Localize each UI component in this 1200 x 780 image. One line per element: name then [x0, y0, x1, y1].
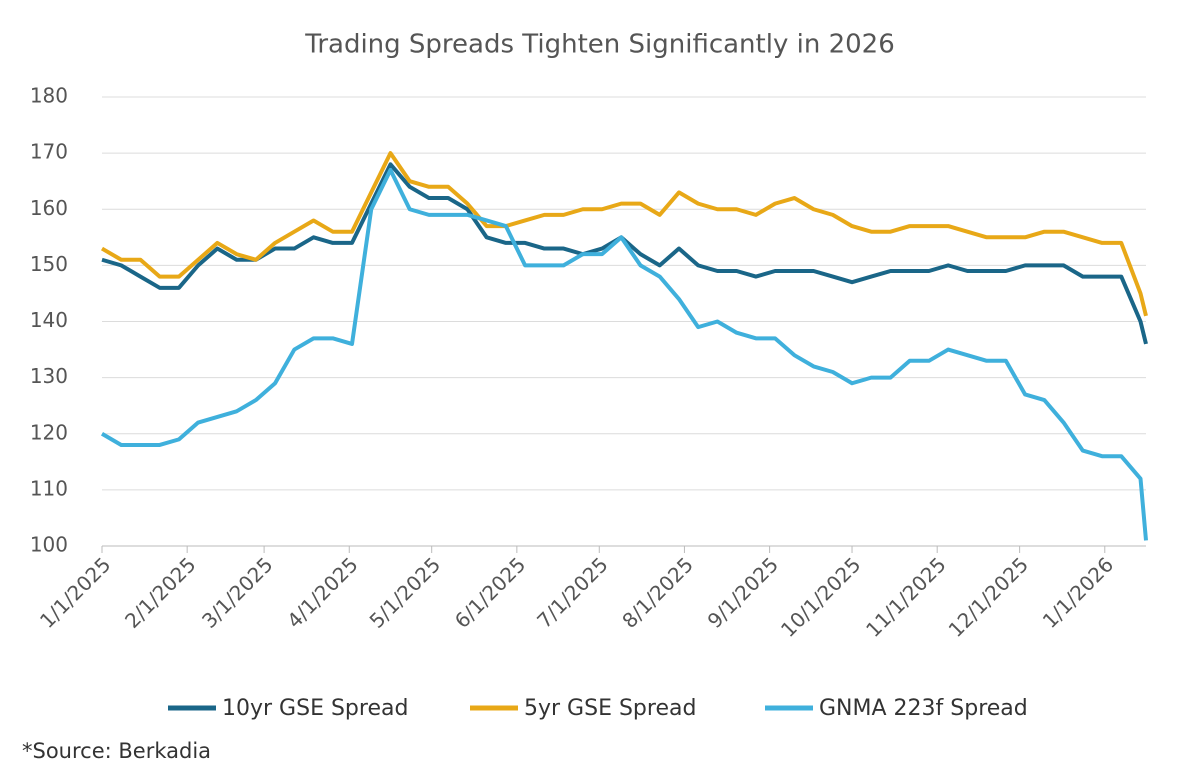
x-tick-label: 2/1/2025: [120, 552, 200, 632]
x-tick-label: 8/1/2025: [617, 552, 697, 632]
y-tick-label: 120: [30, 420, 68, 444]
y-tick-label: 100: [30, 533, 68, 557]
y-tick-label: 160: [30, 196, 68, 220]
x-tick-label: 7/1/2025: [532, 552, 612, 632]
y-tick-label: 140: [30, 308, 68, 332]
line-series: [100, 167, 1148, 541]
legend-label: 10yr GSE Spread: [222, 696, 408, 721]
x-tick-label: 1/1/2026: [1038, 552, 1118, 632]
x-tick-label: 6/1/2025: [450, 552, 530, 632]
x-tick-label: 5/1/2025: [365, 552, 445, 632]
x-tick-label: 4/1/2025: [282, 552, 362, 632]
x-tick-label: 12/1/2025: [944, 552, 1033, 641]
x-tick-label: 11/1/2025: [861, 552, 950, 641]
y-tick-label: 130: [30, 364, 68, 388]
y-tick-label: 110: [30, 476, 68, 500]
x-tick-label: 10/1/2025: [776, 552, 865, 641]
line-series: [101, 162, 1148, 345]
chart-title: Trading Spreads Tighten Significantly in…: [304, 30, 894, 60]
line-series: [100, 151, 1148, 317]
y-tick-label: 150: [30, 252, 68, 276]
x-tick-label: 3/1/2025: [197, 552, 277, 632]
y-tick-label: 180: [30, 84, 68, 108]
source-note: *Source: Berkadia: [22, 739, 211, 763]
legend-label: 5yr GSE Spread: [524, 696, 696, 721]
x-tick-label: 9/1/2025: [703, 552, 783, 632]
x-tick-label: 1/1/2025: [35, 552, 115, 632]
legend-label: GNMA 223f Spread: [819, 696, 1028, 721]
y-tick-label: 170: [30, 140, 68, 164]
